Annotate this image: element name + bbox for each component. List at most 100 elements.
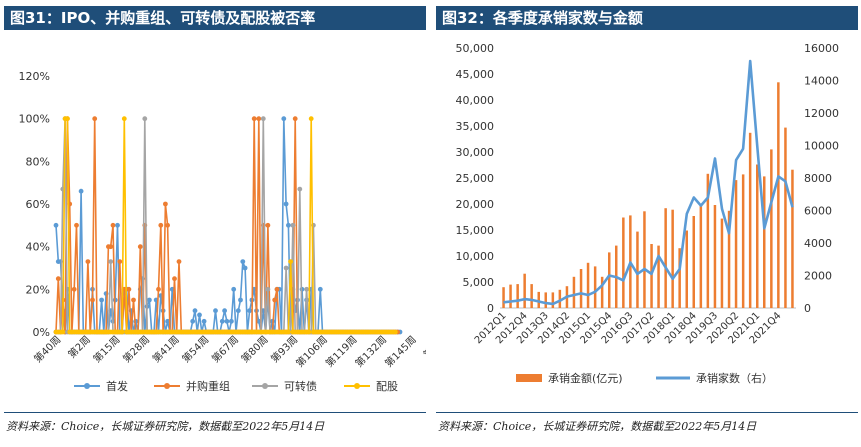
underwriting-chart: 0 5,000 10,000 15,000 20,000 25,000 30,000 35,0… <box>456 42 840 385</box>
data-point <box>74 222 79 228</box>
bar <box>537 291 540 308</box>
underwriting-count-line <box>503 59 794 306</box>
y-tick-label: 60% <box>26 198 50 211</box>
data-point <box>78 188 84 194</box>
legend-label: 承销家数（右） <box>696 371 773 385</box>
bar <box>756 164 759 308</box>
left-source-note: 资料来源：Choice，长城证券研究院，数据截至2022年5月14日 <box>6 420 325 433</box>
left-chart-title: 图31：IPO、并购重组、可转债及配股被否率 <box>4 6 426 30</box>
x-tick-label: 第106周 <box>293 333 330 370</box>
bar <box>770 149 773 308</box>
data-point <box>137 244 143 250</box>
legend-label: 配股 <box>376 380 398 393</box>
x-tick-label: 第145周 <box>382 333 419 370</box>
bar <box>784 127 787 308</box>
left-y-tick-label: 10,000 <box>456 250 495 263</box>
bar <box>523 273 526 308</box>
bar <box>678 248 681 308</box>
data-point <box>265 222 271 228</box>
data-point <box>229 318 234 324</box>
data-point <box>147 297 152 303</box>
right-y-tick-label: 10000 <box>804 140 839 153</box>
data-point <box>115 222 120 228</box>
legend-swatch-bar <box>516 374 542 382</box>
data-point <box>283 265 289 271</box>
bar <box>636 231 639 308</box>
legend-label: 首发 <box>106 379 128 393</box>
bar <box>664 208 667 308</box>
right-panel: 图32：各季度承销家数与金额 0 5,000 10,000 15,000 20,000 2… <box>436 6 858 413</box>
data-point <box>176 259 182 264</box>
bar <box>608 252 611 308</box>
x-tick-label: 第28周 <box>120 333 152 365</box>
y-tick-label: 40% <box>26 241 50 254</box>
data-point <box>65 116 70 122</box>
bar <box>777 82 780 308</box>
data-point <box>92 116 98 122</box>
bar <box>720 218 724 308</box>
bar <box>706 173 710 308</box>
left-y-tick-label: 30,000 <box>456 146 495 159</box>
data-point <box>108 259 114 264</box>
bar <box>699 205 703 308</box>
data-point <box>108 244 114 250</box>
data-point <box>242 265 248 271</box>
left-y-tick-label: 15,000 <box>456 224 495 237</box>
data-point <box>197 312 202 318</box>
data-point <box>53 222 59 228</box>
data-point <box>292 116 298 122</box>
legend-swatch-marker <box>164 383 170 389</box>
left-panel: 图31：IPO、并购重组、可转债及配股被否率 0% 20% 40% 60% 80% 100… <box>4 6 426 413</box>
bar <box>734 180 738 308</box>
data-point <box>201 318 207 324</box>
data-point <box>165 318 171 324</box>
data-point <box>163 201 168 207</box>
legend-swatch-marker <box>84 383 90 389</box>
bar <box>685 230 688 308</box>
data-point <box>121 116 127 122</box>
bar <box>727 210 731 308</box>
left-y-tick-label: 20,000 <box>456 198 495 211</box>
left-y-tick-label: 5,000 <box>463 276 495 289</box>
x-tick-label: 第7周 <box>421 333 426 361</box>
bar <box>713 205 717 308</box>
left-y-tick-label: 0 <box>487 302 494 315</box>
left-y-tick-label: 45,000 <box>456 68 495 81</box>
legend-label: 可转债 <box>284 379 317 393</box>
right-y-tick-label: 6000 <box>804 205 832 218</box>
data-point <box>274 286 280 292</box>
data-point <box>288 259 293 264</box>
data-point <box>110 222 116 228</box>
legend-label: 承销金额(亿元) <box>548 371 623 385</box>
bar <box>622 217 625 308</box>
left-chart: 0% 20% 40% 60% 80% 100% 120% 第40周 第2周 第15周 第28周 第41… <box>4 30 426 413</box>
bar <box>741 174 745 308</box>
right-chart-title: 图32：各季度承销家数与金额 <box>436 6 858 30</box>
data-point <box>90 297 95 303</box>
data-point <box>213 308 218 314</box>
data-point <box>281 116 287 122</box>
data-point <box>235 308 241 314</box>
bar <box>643 211 646 308</box>
bar <box>748 132 752 308</box>
rejection-rate-chart: 0%20%40%60%80%100%120%第40周 第2周第15周第28周第41… <box>19 70 426 393</box>
data-point <box>286 329 291 335</box>
data-point <box>306 329 312 335</box>
data-point <box>286 222 291 228</box>
y-tick-label: 80% <box>26 155 50 168</box>
y-tick-label: 120% <box>19 70 50 83</box>
series-line-并购重组 <box>55 118 398 333</box>
data-point <box>283 201 289 207</box>
right-y-tick-label: 0 <box>804 302 811 315</box>
data-point <box>260 116 266 122</box>
bar <box>650 244 653 308</box>
bar <box>551 292 555 308</box>
y-tick-label: 100% <box>19 113 50 126</box>
data-point <box>247 308 253 314</box>
right-y-tick-label: 14000 <box>804 75 839 88</box>
data-point <box>55 276 61 282</box>
x-tick-label: 第80周 <box>238 333 270 365</box>
x-tick-label: 第54周 <box>179 333 211 365</box>
bar <box>791 169 794 308</box>
left-y-tick-label: 50,000 <box>456 42 495 55</box>
